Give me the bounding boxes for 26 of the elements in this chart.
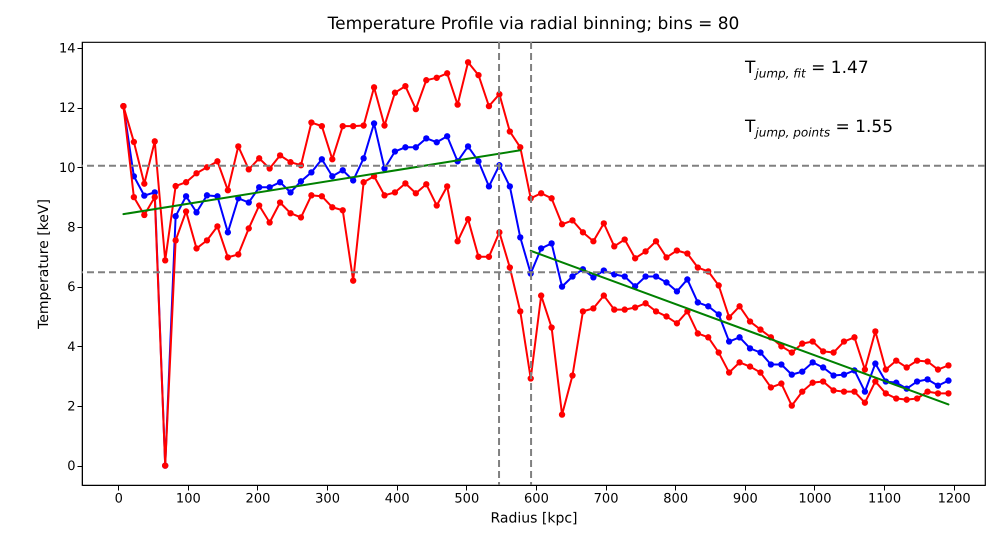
x-tick-label: 0	[114, 492, 123, 506]
y-tick-label: 4	[67, 340, 76, 355]
y-tick-label: 8	[67, 220, 76, 236]
chart-title: Temperature Profile via radial binning; bins = 80	[326, 14, 740, 34]
y-tick-label: 0	[67, 459, 76, 474]
annotation: T$_{jump, fit}$ = 1.47	[745, 58, 870, 82]
x-tick-label: 700	[594, 492, 618, 506]
x-tick-label: 1000	[798, 492, 832, 506]
y-tick-label: 14	[58, 41, 76, 56]
x-tick-label: 400	[384, 492, 410, 506]
x-tick-label: 800	[663, 492, 688, 506]
x-axis-title: Radius [kpc]	[490, 510, 578, 526]
x-tick-label: 300	[315, 492, 340, 506]
y-tick-label: 12	[58, 101, 76, 116]
y-tick-label: 10	[58, 160, 76, 176]
x-tick-label: 500	[454, 492, 480, 506]
x-tick-label: 600	[524, 492, 549, 506]
annotation: T$_{jump, points}$ = 1.55	[745, 117, 894, 142]
x-tick-label: 900	[732, 492, 758, 506]
x-tick-label: 100	[176, 492, 201, 506]
y-tick-label: 2	[67, 399, 76, 414]
x-tick-label: 1100	[868, 492, 902, 506]
y-axis-title: Temperature [keV]	[36, 199, 52, 330]
x-tick-label: 200	[246, 492, 270, 506]
y-tick-label: 6	[67, 280, 76, 296]
x-tick-label: 1200	[938, 492, 971, 506]
